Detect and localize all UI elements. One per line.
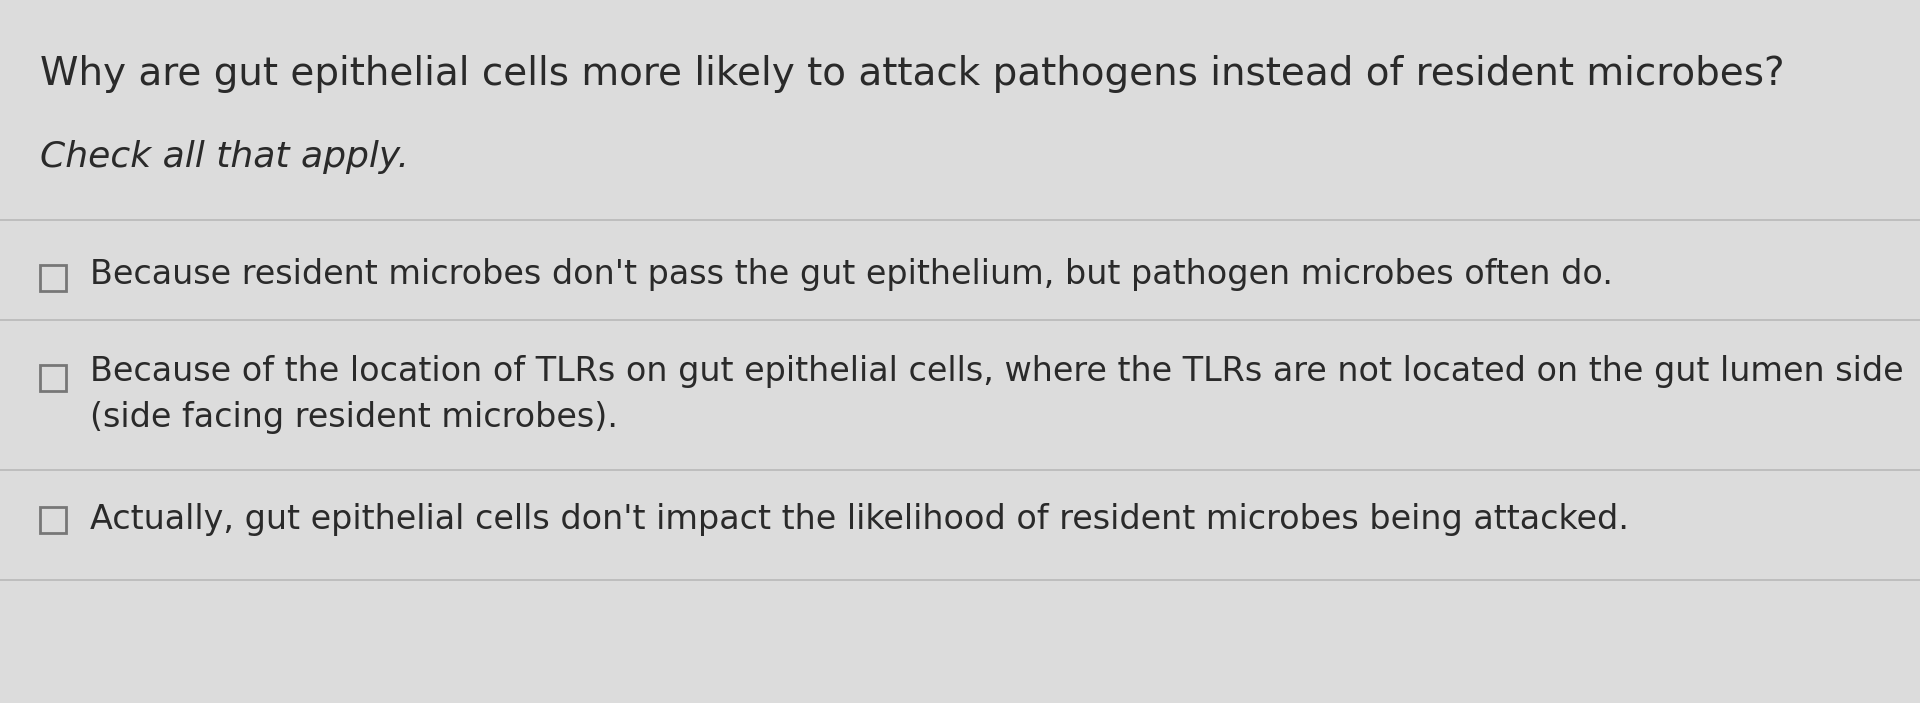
Text: Why are gut epithelial cells more likely to attack pathogens instead of resident: Why are gut epithelial cells more likely…: [40, 55, 1784, 93]
Text: Actually, gut epithelial cells don't impact the likelihood of resident microbes : Actually, gut epithelial cells don't imp…: [90, 503, 1628, 536]
Text: Because of the location of TLRs on gut epithelial cells, where the TLRs are not : Because of the location of TLRs on gut e…: [90, 355, 1903, 434]
Text: Check all that apply.: Check all that apply.: [40, 140, 409, 174]
Text: Because resident microbes don't pass the gut epithelium, but pathogen microbes o: Because resident microbes don't pass the…: [90, 258, 1613, 291]
